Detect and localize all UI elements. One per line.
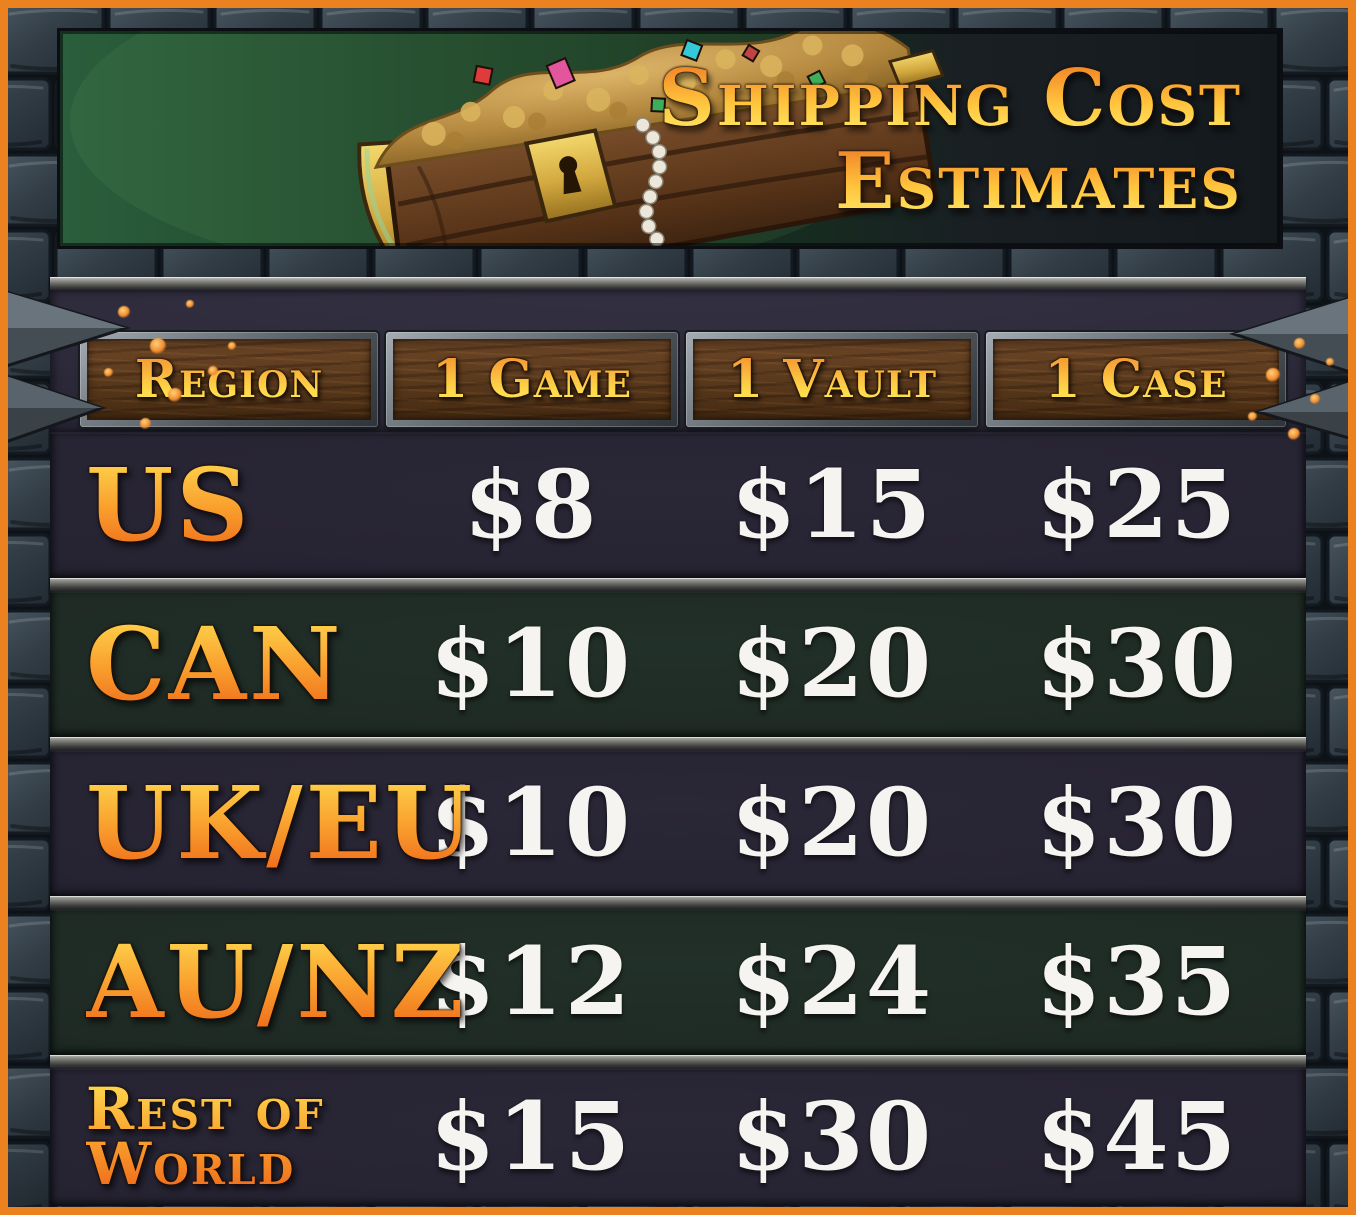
column-header-label: Region <box>134 349 324 410</box>
banner: Shipping Cost Estimates <box>60 31 1280 246</box>
shipping-table: Region 1 Game 1 Vault 1 Case US <box>50 277 1306 1207</box>
region-label: Rest of World <box>86 1082 325 1192</box>
column-header-1-vault: 1 Vault <box>686 332 978 427</box>
column-header-label: 1 Vault <box>726 349 938 410</box>
table-row-au-nz: AU/NZ $12 $24 $35 <box>50 909 1306 1055</box>
row-divider <box>50 896 1306 909</box>
table-row-rest-of-world: Rest of World $15 $30 $45 <box>50 1068 1306 1206</box>
panel-top-edge <box>50 277 1306 290</box>
column-header-1-case: 1 Case <box>986 332 1286 427</box>
column-header-label: 1 Game <box>432 349 632 410</box>
spike-decoration-right <box>1229 294 1356 442</box>
price-1-vault: $20 <box>730 609 934 719</box>
price-1-game: $12 <box>429 927 633 1037</box>
region-label: CAN <box>86 605 344 723</box>
column-header-label: 1 Case <box>1044 349 1228 410</box>
region-label-line-2: World <box>86 1130 296 1198</box>
wood-plank: 1 Game <box>393 339 671 420</box>
wood-plank: Region <box>87 339 371 420</box>
wood-plank: 1 Vault <box>693 339 971 420</box>
table-row-us: US $8 $15 $25 <box>50 432 1306 578</box>
table-header-row: Region 1 Game 1 Vault 1 Case <box>50 290 1306 432</box>
table-row-uk-eu: UK/EU $10 $20 $30 <box>50 750 1306 896</box>
region-label-line-1: Rest of <box>86 1074 325 1143</box>
row-divider <box>50 1055 1306 1068</box>
column-header-1-game: 1 Game <box>386 332 678 427</box>
price-1-case: $25 <box>1035 450 1239 560</box>
region-label: AU/NZ <box>86 923 467 1041</box>
treasure-chest-illustration <box>60 31 1280 246</box>
price-1-game: $8 <box>463 450 599 560</box>
row-divider <box>50 578 1306 591</box>
price-1-vault: $30 <box>730 1082 934 1192</box>
price-1-case: $30 <box>1035 609 1239 719</box>
title-line-2: Estimates <box>658 140 1242 224</box>
price-1-case: $30 <box>1035 768 1239 878</box>
price-1-case: $35 <box>1035 927 1239 1037</box>
region-label: UK/EU <box>86 764 476 882</box>
price-1-game: $15 <box>429 1082 633 1192</box>
table-row-can: CAN $10 $20 $30 <box>50 591 1306 737</box>
region-label: US <box>86 446 252 564</box>
price-1-vault: $20 <box>730 768 934 878</box>
page-title: Shipping Cost Estimates <box>658 57 1242 224</box>
price-1-vault: $24 <box>730 927 934 1037</box>
row-divider <box>50 737 1306 750</box>
price-1-game: $10 <box>429 768 633 878</box>
price-1-case: $45 <box>1035 1082 1239 1192</box>
price-1-game: $10 <box>429 609 633 719</box>
spike-decoration-left <box>0 288 132 446</box>
wood-plank: 1 Case <box>993 339 1279 420</box>
title-line-1: Shipping Cost <box>658 53 1242 144</box>
price-1-vault: $15 <box>730 450 934 560</box>
